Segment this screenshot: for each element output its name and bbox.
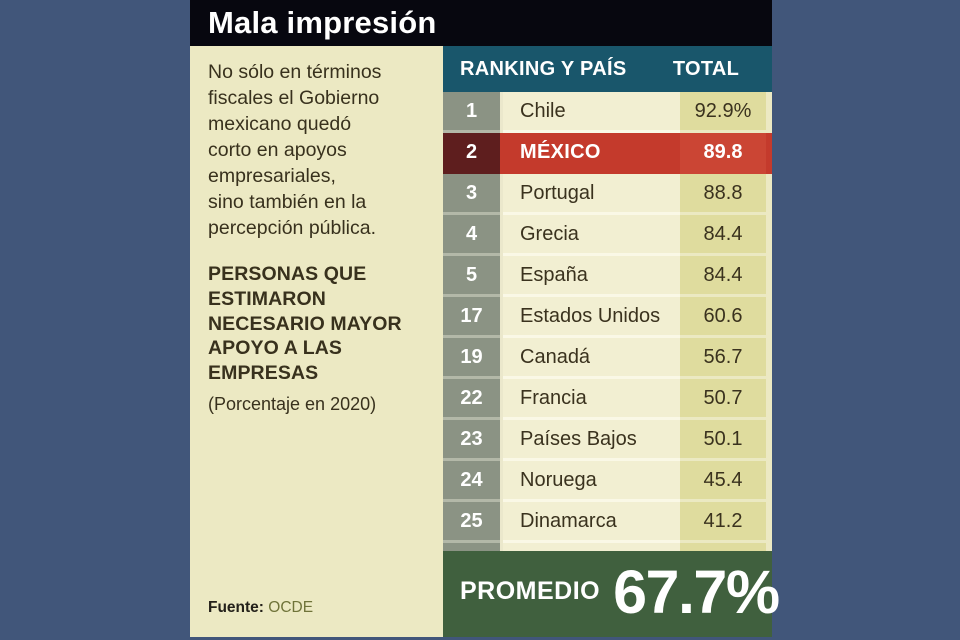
rank-cell: 19: [443, 338, 500, 379]
infographic-panel: Mala impresión No sólo en términos fisca…: [190, 0, 780, 637]
column-separator: [500, 174, 503, 215]
rank-cell: 22: [443, 379, 500, 420]
measure-heading: PERSONAS QUE ESTIMARON NECESARIO MAYOR A…: [208, 263, 402, 384]
header-total: TOTAL: [672, 57, 740, 80]
rank-cell: 4: [443, 215, 500, 256]
average-label: PROMEDIO: [460, 576, 601, 605]
table-row: 24 Noruega 45.4: [443, 461, 772, 502]
table-row-highlight-mexico: 2 MÉXICO 89.8: [443, 133, 772, 174]
column-separator: [500, 461, 503, 502]
table-row: 3 Portugal 88.8: [443, 174, 772, 215]
table-row: 19 Canadá 56.7: [443, 338, 772, 379]
country-cell: España: [503, 256, 680, 297]
total-cell: 50.1: [680, 420, 766, 461]
row-padding: [766, 461, 772, 502]
unit-note: (Porcentaje en 2020): [208, 394, 377, 415]
table-row: 17 Estados Unidos 60.6: [443, 297, 772, 338]
table-row: 5 España 84.4: [443, 256, 772, 297]
column-separator: [500, 215, 503, 256]
total-cell: 45.4: [680, 461, 766, 502]
country-cell: Grecia: [503, 215, 680, 256]
source-value: OCDE: [268, 599, 314, 616]
left-text-column: No sólo en términos fiscales el Gobierno…: [190, 46, 443, 637]
rank-cell: 1: [443, 92, 500, 133]
total-cell: 60.6: [680, 297, 766, 338]
total-cell: 88.8: [680, 174, 766, 215]
total-cell: 50.7: [680, 379, 766, 420]
row-padding: [766, 502, 772, 543]
table-bottom-spacer: [443, 543, 772, 551]
rank-cell: 3: [443, 174, 500, 215]
total-cell: 84.4: [680, 256, 766, 297]
column-separator: [500, 256, 503, 297]
total-cell: 84.4: [680, 215, 766, 256]
column-separator: [500, 379, 503, 420]
rank-cell: 5: [443, 256, 500, 297]
country-cell: Dinamarca: [503, 502, 680, 543]
row-padding: [766, 338, 772, 379]
rank-cell: 23: [443, 420, 500, 461]
country-cell: Canadá: [503, 338, 680, 379]
title-bar: Mala impresión: [190, 0, 772, 46]
average-bar: PROMEDIO 67.7%: [443, 551, 780, 637]
source-label: Fuente:: [208, 599, 264, 616]
column-separator: [500, 420, 503, 461]
row-padding: [766, 297, 772, 338]
total-cell: 89.8: [680, 133, 766, 174]
row-padding: [766, 256, 772, 297]
table-row: 25 Dinamarca 41.2: [443, 502, 772, 543]
rank-cell: 25: [443, 502, 500, 543]
table-row: 4 Grecia 84.4: [443, 215, 772, 256]
country-cell: Chile: [503, 92, 680, 133]
column-separator: [500, 133, 503, 174]
country-cell: Noruega: [503, 461, 680, 502]
country-cell: Estados Unidos: [503, 297, 680, 338]
table-header: RANKING Y PAÍS TOTAL: [443, 46, 772, 92]
row-padding: [766, 215, 772, 256]
average-value: 67.7%: [613, 558, 780, 626]
table-row: 23 Países Bajos 50.1: [443, 420, 772, 461]
panel-body: No sólo en términos fiscales el Gobierno…: [190, 46, 780, 637]
ranking-table: RANKING Y PAÍS TOTAL 1 Chile 92.9% 2 MÉX…: [443, 46, 780, 637]
row-padding: [766, 420, 772, 461]
rank-cell: 17: [443, 297, 500, 338]
country-cell: Francia: [503, 379, 680, 420]
table-row: 22 Francia 50.7: [443, 379, 772, 420]
total-cell: 41.2: [680, 502, 766, 543]
column-separator: [500, 502, 503, 543]
total-cell: 56.7: [680, 338, 766, 379]
rank-cell: 24: [443, 461, 500, 502]
total-cell: 92.9%: [680, 92, 766, 133]
column-separator: [500, 338, 503, 379]
row-padding: [766, 174, 772, 215]
page-title: Mala impresión: [208, 5, 437, 40]
country-cell: MÉXICO: [503, 133, 680, 174]
column-separator: [500, 92, 503, 133]
table-row: 1 Chile 92.9%: [443, 92, 772, 133]
row-padding: [766, 92, 772, 133]
header-ranking-pais: RANKING Y PAÍS: [460, 57, 627, 80]
rank-cell: 2: [443, 133, 500, 174]
intro-paragraph: No sólo en términos fiscales el Gobierno…: [208, 61, 382, 239]
row-padding: [766, 379, 772, 420]
country-cell: Países Bajos: [503, 420, 680, 461]
row-padding: [766, 133, 772, 174]
column-separator: [500, 297, 503, 338]
source-line: Fuente: OCDE: [208, 599, 313, 617]
country-cell: Portugal: [503, 174, 680, 215]
